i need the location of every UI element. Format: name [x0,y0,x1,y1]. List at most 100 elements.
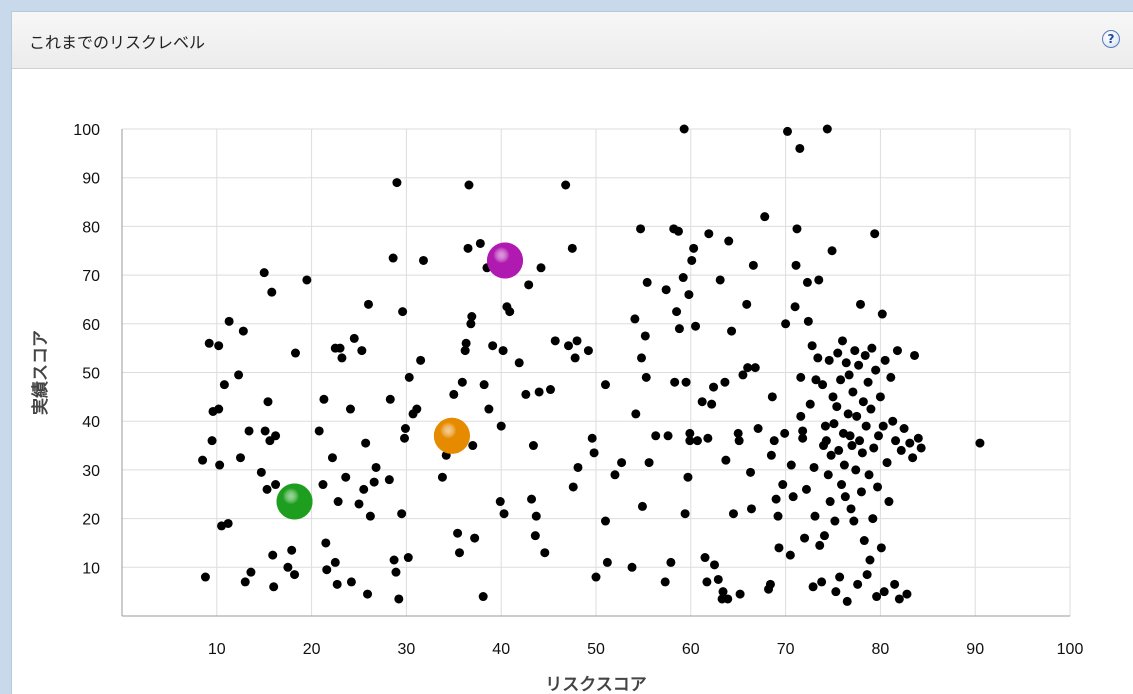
data-point [743,363,753,373]
data-point [398,307,408,317]
x-tick-label: 40 [492,641,510,658]
data-point [530,531,540,541]
data-point [839,460,849,470]
data-point [670,377,680,387]
x-tick-label: 50 [587,641,605,658]
chart-highlights[interactable] [276,242,523,520]
highlight-point[interactable] [486,242,523,279]
data-point [524,280,534,290]
help-icon[interactable]: ? [1102,30,1120,48]
data-point [385,394,395,404]
data-point [872,592,882,602]
y-tick-label: 100 [73,122,100,139]
data-point [640,331,650,341]
data-point [700,553,710,563]
data-point [271,480,281,490]
data-point [905,438,915,448]
data-point [689,243,699,253]
data-point [786,460,796,470]
data-point [589,448,599,458]
data-point [365,511,375,521]
data-point [341,472,351,482]
data-point [363,589,373,599]
x-tick-label: 20 [303,641,321,658]
data-point [207,436,217,446]
data-point [357,346,367,356]
data-point [371,462,381,472]
data-point [319,394,329,404]
data-point [540,548,550,558]
data-point [843,409,853,419]
data-point [400,424,410,434]
data-point [400,433,410,443]
y-tick-label: 80 [82,219,100,236]
x-tick-label: 80 [872,641,890,658]
data-point [454,548,464,558]
data-point [641,372,651,382]
highlight-point[interactable] [433,417,470,454]
data-point [363,299,373,309]
data-point [835,572,845,582]
data-point [824,355,834,365]
data-point [769,436,779,446]
data-point [678,273,688,283]
data-point [663,431,673,441]
x-tick-label: 90 [966,641,984,658]
data-point [861,421,871,431]
data-point [271,431,281,441]
data-point [349,333,359,343]
data-point [916,443,926,453]
data-point [815,540,825,550]
data-point [683,472,693,482]
data-point [710,560,719,570]
data-point [810,511,820,521]
data-point [899,424,909,434]
data-point [684,290,694,300]
data-point [244,426,254,436]
data-point [892,346,902,356]
data-point [630,314,640,324]
data-point [256,467,266,477]
data-point [333,497,343,507]
data-point [862,570,872,580]
data-point [853,579,863,589]
data-point [913,433,923,443]
data-point [866,404,876,414]
data-point [765,579,775,589]
data-point [868,514,878,524]
data-point [785,550,795,560]
data-point [418,255,428,265]
data-point [214,404,224,414]
data-point [460,346,470,356]
data-point [702,577,712,587]
data-point [798,426,808,436]
data-point [727,326,737,336]
data-point [841,358,851,368]
data-point [728,509,738,519]
data-point [679,124,689,134]
data-point [791,260,801,270]
highlight-point[interactable] [276,483,313,520]
data-point [902,589,912,599]
data-point [864,470,874,480]
data-point [908,453,918,463]
data-point [587,433,597,443]
data-point [880,355,890,365]
data-point [631,409,641,419]
data-point [583,346,593,356]
data-point [346,577,356,587]
data-point [602,557,612,567]
data-point [847,441,857,451]
data-point [697,397,707,407]
data-point [267,287,277,297]
data-point [814,275,824,285]
data-point [782,126,792,136]
data-point [283,562,293,572]
data-point [198,455,208,465]
data-point [766,450,776,460]
data-point [718,587,728,597]
data-point [361,438,371,448]
data-point [817,577,827,587]
data-point [819,531,829,541]
